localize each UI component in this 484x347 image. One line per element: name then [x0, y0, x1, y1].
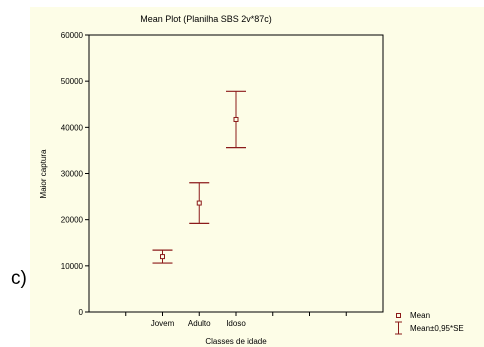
x-tick-label: Jovem: [151, 319, 175, 328]
y-tick-label: 20000: [61, 216, 84, 225]
mean-point: [233, 116, 239, 122]
data-marks: [152, 90, 246, 264]
x-tick-label: Adulto: [188, 319, 211, 328]
x-axis: Jovem Adulto Idoso: [125, 312, 347, 328]
y-tick-label: 0: [79, 308, 84, 317]
y-tick-label: 50000: [61, 77, 84, 86]
y-axis: 0 10000 20000 30000 40000 50000 60000: [61, 31, 89, 317]
y-tick-label: 10000: [61, 262, 84, 271]
chart-title: Mean Plot (Planilha SBS 2v*87c): [140, 14, 272, 24]
legend-mean-label: Mean: [410, 311, 430, 320]
y-tick-label: 60000: [61, 31, 84, 40]
legend-errorbar-label: Mean±0,95*SE: [410, 324, 464, 333]
y-tick-label: 40000: [61, 123, 84, 132]
panel-label: c): [11, 268, 27, 289]
mean-point: [160, 254, 165, 260]
legend-mean-marker: [396, 313, 401, 318]
legend: Mean Mean±0,95*SE: [395, 311, 464, 335]
y-tick-label: 30000: [61, 170, 84, 179]
chart-background: [30, 7, 484, 347]
mean-point: [196, 200, 202, 206]
x-axis-label: Classes de idade: [205, 337, 267, 346]
y-axis-label: Maior captura: [39, 149, 48, 198]
x-tick-label: Idoso: [226, 319, 246, 328]
legend-errorbar-marker: [395, 321, 402, 335]
